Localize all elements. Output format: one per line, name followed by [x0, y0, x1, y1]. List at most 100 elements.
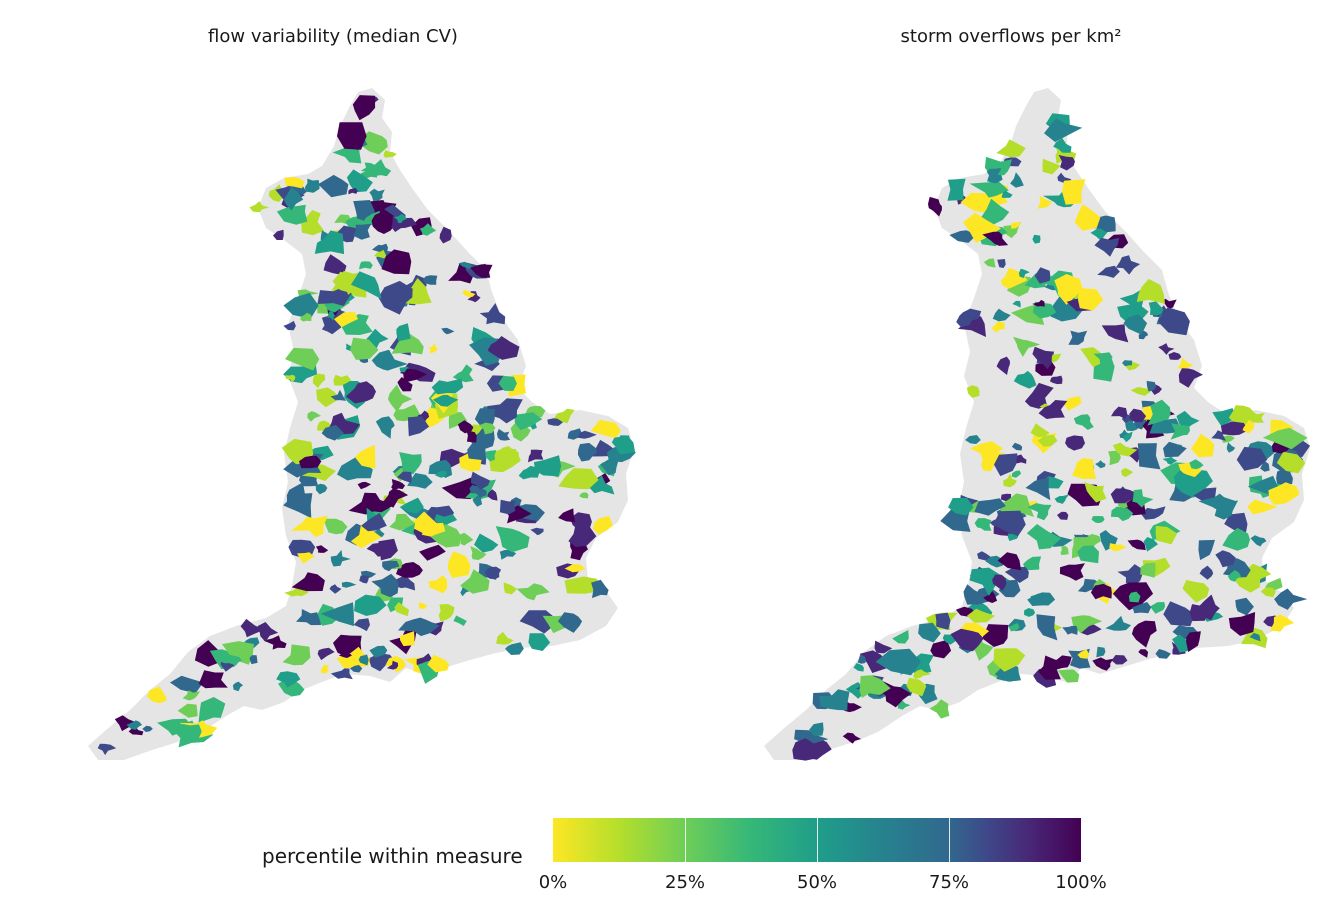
catchment-polygon [1034, 267, 1051, 284]
catchment-polygon [296, 609, 322, 626]
catchment-polygon [497, 446, 520, 460]
catchment-polygon [997, 164, 1011, 176]
catchment-polygon [350, 337, 379, 360]
catchment-polygon [991, 322, 1005, 333]
catchment-polygon [466, 430, 477, 443]
catchment-polygon [368, 653, 397, 672]
legend-tick-label-50: 50% [796, 872, 838, 893]
catchment-polygon [1101, 324, 1129, 343]
catchment-polygon [263, 635, 287, 650]
catchment-polygon [396, 562, 423, 578]
catchment-polygon [1122, 431, 1133, 443]
catchment-polygon [352, 95, 376, 121]
catchment-polygon [1058, 155, 1075, 171]
catchment-polygon [950, 628, 984, 652]
catchment-polygon [290, 515, 328, 538]
catchment-polygon [128, 728, 144, 736]
catchment-polygon [394, 602, 409, 617]
catchment-polygon [1119, 287, 1145, 308]
legend-tick-label-100: 100% [1055, 872, 1107, 893]
catchment-polygon [1146, 380, 1157, 392]
catchment-polygon [1228, 612, 1256, 636]
catchment-polygon [276, 204, 308, 225]
catchment-polygon [997, 552, 1022, 571]
catchment-polygon [947, 178, 966, 201]
catchment-polygon [554, 408, 575, 424]
catchment-polygon [1010, 221, 1021, 229]
catchment-polygon [1244, 412, 1265, 423]
catchment-polygon [590, 419, 621, 439]
catchment-polygon [487, 336, 520, 360]
catchment-polygon [591, 579, 609, 599]
catchment-polygon [369, 645, 388, 658]
catchment-polygon [1189, 459, 1204, 470]
catchment-polygon [1221, 435, 1235, 443]
catchment-polygon [1092, 215, 1116, 233]
catchment-polygon [600, 459, 619, 476]
catchment-polygon [1053, 138, 1072, 153]
catchment-polygon [1011, 470, 1022, 478]
catchment-polygon [438, 604, 455, 622]
catchment-polygon [1042, 158, 1061, 175]
catchment-polygon [1105, 615, 1132, 631]
catchment-polygon [977, 551, 991, 562]
catchment-polygon [1137, 443, 1161, 470]
catchment-polygon [345, 381, 376, 404]
catchment-polygon [996, 662, 1021, 682]
catchment-polygon [518, 465, 540, 480]
catchment-polygon [1077, 649, 1090, 659]
catchment-polygon [282, 644, 311, 666]
catchment-polygon [397, 471, 412, 483]
catchment-polygon [357, 481, 372, 490]
catchment-polygon [1060, 545, 1069, 555]
catchment-polygon [285, 347, 320, 371]
catchment-polygon [794, 729, 829, 749]
catchment-polygon [1032, 234, 1041, 244]
catchment-polygon [819, 689, 850, 711]
catchment-polygon [359, 261, 373, 270]
catchment-polygon [1038, 400, 1068, 419]
legend-tick-label-25: 25% [664, 872, 706, 893]
catchment-polygon [1276, 468, 1293, 488]
catchment-polygon [1096, 646, 1106, 658]
catchment-polygon [1228, 405, 1255, 426]
catchment-polygon [126, 720, 143, 730]
catchment-polygon [330, 668, 353, 680]
catchment-polygon [1121, 468, 1134, 478]
catchment-polygon [1097, 265, 1120, 278]
catchment-polygon [1198, 539, 1215, 561]
catchment-polygon [1249, 632, 1261, 642]
catchment-polygon [1074, 204, 1101, 231]
catchment-polygon [470, 546, 487, 560]
catchment-polygon [470, 264, 493, 278]
catchment-polygon [1138, 649, 1149, 658]
catchment-polygon [1157, 307, 1190, 336]
catchment-polygon [381, 249, 412, 275]
catchment-polygon [1162, 456, 1178, 465]
catchment-polygon [1122, 360, 1133, 367]
catchment-polygon [337, 122, 367, 150]
catchment-polygon [1136, 278, 1165, 304]
catchment-polygon [1236, 446, 1268, 471]
catchment-polygon [1011, 442, 1023, 451]
catchment-polygon [314, 230, 345, 255]
catchment-polygon [334, 312, 358, 328]
catchment-polygon [499, 499, 516, 515]
catchment-polygon [516, 583, 550, 601]
catchment-polygon [1131, 620, 1157, 648]
catchment-polygon [1163, 601, 1195, 627]
catchment-polygon [198, 697, 226, 723]
catchment-polygon [1063, 396, 1082, 411]
catchment-polygon [323, 254, 347, 276]
catchment-polygon [929, 699, 950, 719]
catchment-polygon [547, 418, 563, 426]
catchment-polygon [348, 492, 395, 515]
catchment-polygon [592, 515, 613, 535]
catchment-polygon [460, 585, 471, 597]
england-catchment-map-storm-overflows [764, 88, 1311, 761]
catchment-polygon [499, 549, 517, 560]
panel-title-flow-variability: flow variability (median CV) [208, 26, 458, 47]
catchment-polygon [431, 378, 464, 395]
catchment-polygon [467, 440, 486, 461]
catchment-polygon [428, 575, 448, 594]
